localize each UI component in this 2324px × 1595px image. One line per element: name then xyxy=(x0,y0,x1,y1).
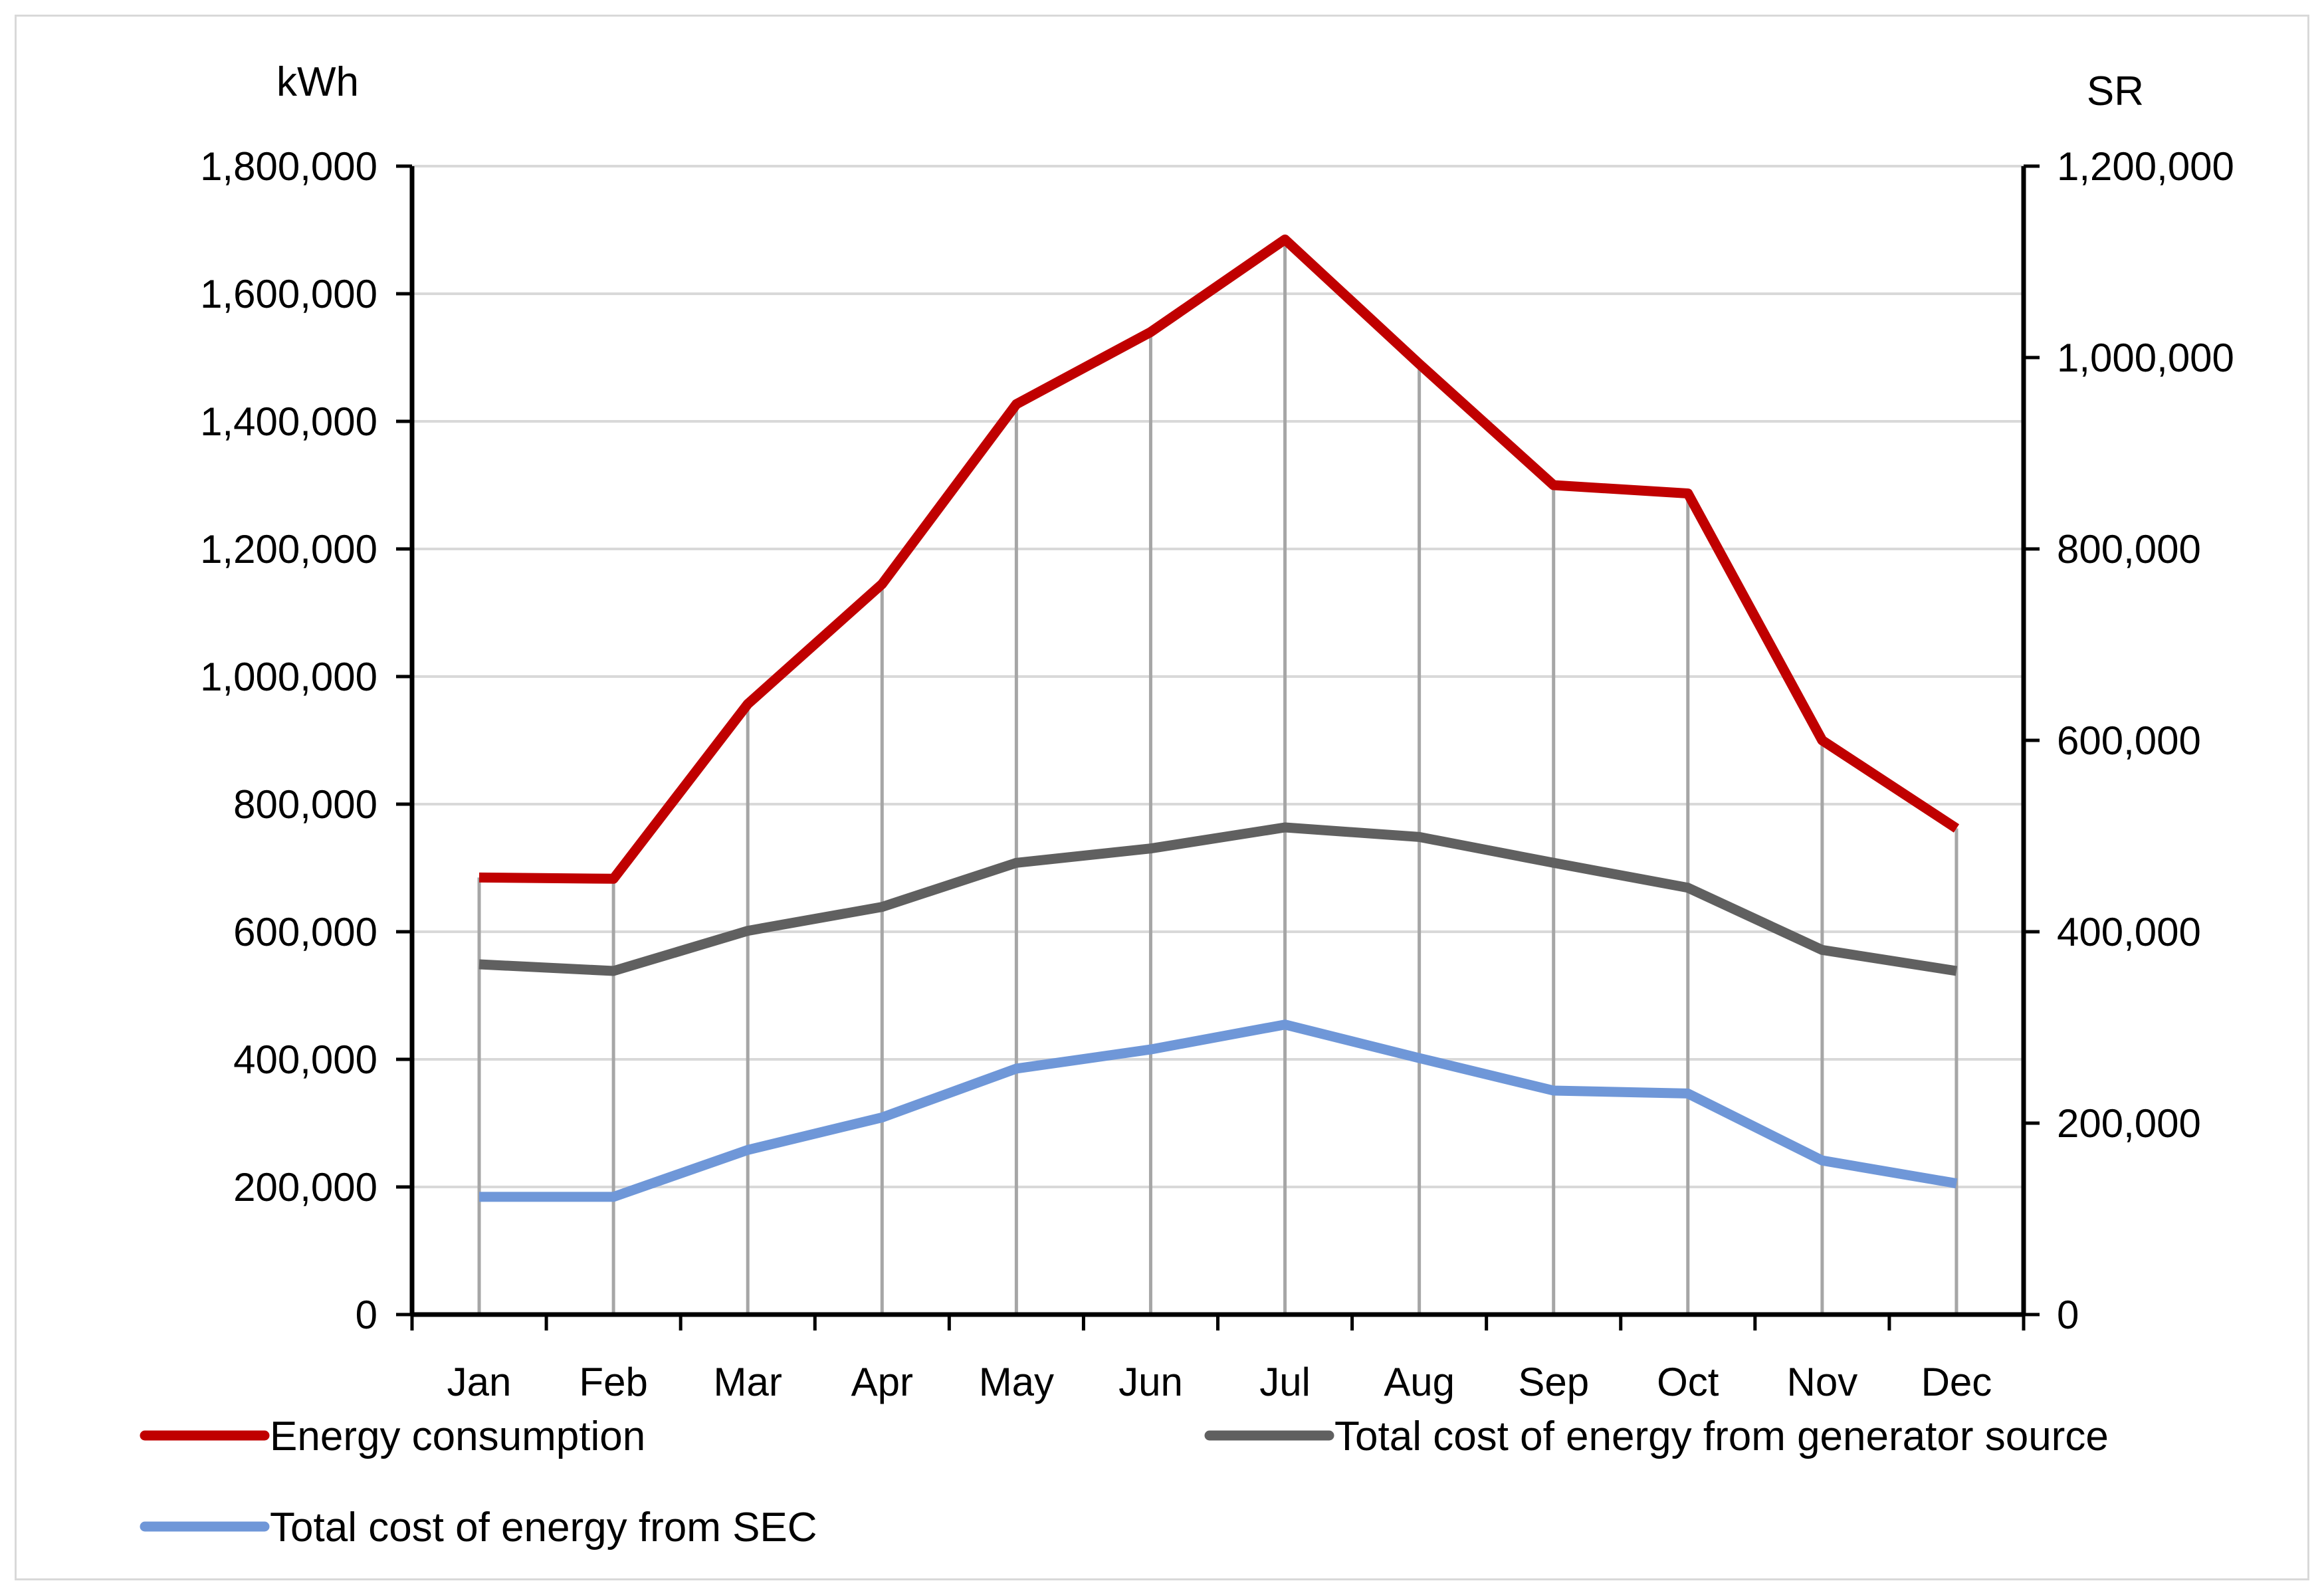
left-tick-label: 600,000 xyxy=(233,910,377,954)
legend-item-1[interactable]: Total cost of energy from generator sour… xyxy=(1204,1414,2109,1459)
right-tick-label: 200,000 xyxy=(2057,1101,2201,1146)
drop-lines xyxy=(477,239,1958,1315)
x-tick-label-apr: Apr xyxy=(851,1360,913,1404)
right-tick-label: 0 xyxy=(2057,1293,2079,1337)
left-tick-label: 800,000 xyxy=(233,782,377,827)
legend-label-1: Total cost of energy from generator sour… xyxy=(1334,1414,2109,1459)
series-lines xyxy=(478,234,1960,1202)
gridlines xyxy=(412,165,2024,1188)
x-tick-label-nov: Nov xyxy=(1787,1360,1858,1404)
right-tick-label: 1,200,000 xyxy=(2057,144,2234,189)
right-axis-unit-label: SR xyxy=(2087,68,2144,114)
chart-frame xyxy=(15,15,2309,1580)
right-tick-label: 400,000 xyxy=(2057,910,2201,954)
x-tick-label-oct: Oct xyxy=(1657,1360,1719,1404)
series-line-0 xyxy=(478,234,1960,884)
right-tick-label: 800,000 xyxy=(2057,527,2201,572)
series-line-2 xyxy=(479,1019,1958,1202)
tick-labels: 0 200,000 400,000 600,000 800,000 1,000,000 1,… xyxy=(200,59,2234,1404)
left-tick-label: 200,000 xyxy=(233,1165,377,1210)
legend[interactable]: Energy consumption Total cost of energy f… xyxy=(140,1414,2109,1550)
x-tick-label-jul: Jul xyxy=(1259,1360,1311,1404)
legend-label-2: Total cost of energy from SEC xyxy=(270,1505,817,1550)
x-tick-label-jun: Jun xyxy=(1118,1360,1183,1404)
x-tick-label-feb: Feb xyxy=(579,1360,647,1404)
right-tick-label: 600,000 xyxy=(2057,718,2201,763)
legend-item-2[interactable]: Total cost of energy from SEC xyxy=(140,1505,817,1550)
left-tick-label: 1,200,000 xyxy=(200,527,377,572)
left-tick-label: 1,600,000 xyxy=(200,272,377,316)
series-line-1 xyxy=(478,822,1958,976)
right-tick-label: 1,000,000 xyxy=(2057,336,2234,380)
legend-item-0[interactable]: Energy consumption xyxy=(140,1414,645,1459)
x-tick-label-aug: Aug xyxy=(1384,1360,1455,1404)
legend-label-0: Energy consumption xyxy=(270,1414,645,1459)
left-tick-label: 1,800,000 xyxy=(200,144,377,189)
left-tick-label: 400,000 xyxy=(233,1037,377,1082)
x-tick-label-sep: Sep xyxy=(1518,1360,1589,1404)
left-axis-unit-label: kWh xyxy=(276,59,359,105)
x-tick-label-dec: Dec xyxy=(1921,1360,1992,1404)
axes xyxy=(396,164,2040,1330)
left-tick-label: 1,400,000 xyxy=(200,399,377,444)
left-tick-label: 0 xyxy=(356,1293,377,1337)
x-tick-label-jan: Jan xyxy=(447,1360,512,1404)
left-tick-label: 1,000,000 xyxy=(200,655,377,699)
x-tick-label-may: May xyxy=(979,1360,1054,1404)
x-tick-label-mar: Mar xyxy=(714,1360,782,1404)
